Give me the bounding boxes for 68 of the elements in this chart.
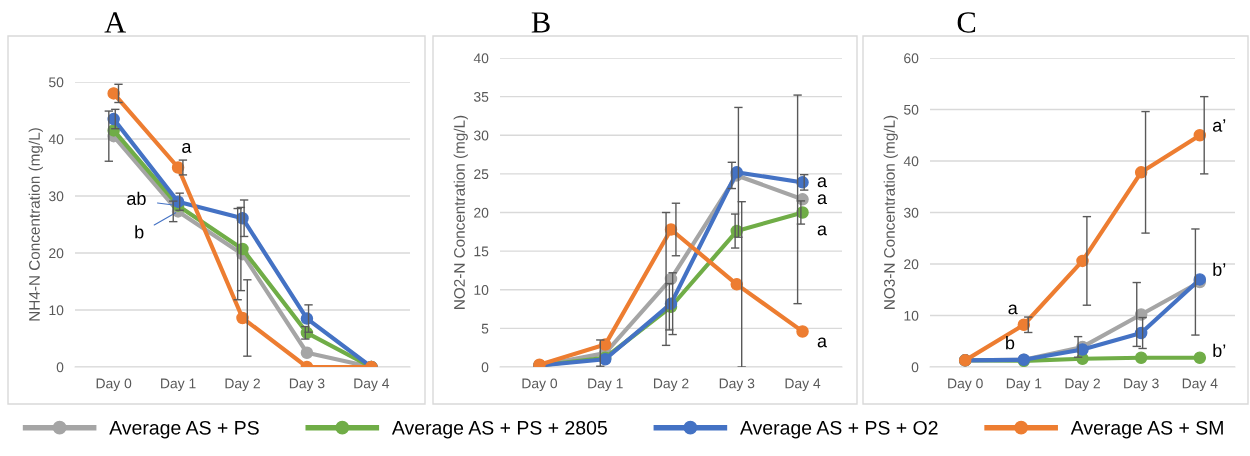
y-tick-label: 30 — [48, 191, 64, 202]
point — [300, 346, 314, 360]
y-tick-label: 25 — [474, 169, 489, 180]
y-tick-label: 0 — [481, 362, 489, 373]
legend-label: Average AS + PS — [109, 420, 259, 439]
x-tick-label: Day 3 — [719, 378, 755, 392]
y-axis-title: NO2-N Concentration (mg/L) — [453, 115, 468, 309]
x-tick-label: Day 2 — [1065, 378, 1100, 392]
y-tick-label: 0 — [911, 362, 919, 373]
y-tick-label: 50 — [49, 77, 64, 88]
point — [236, 311, 249, 325]
annotation: a — [182, 143, 192, 153]
y-tick-label: 10 — [904, 310, 919, 321]
y-axis-title: NO3-N Concentration (mg/L) — [883, 115, 898, 309]
annotation: a — [817, 177, 827, 188]
x-tick-label: Day 3 — [289, 378, 325, 392]
x-tick-label: Day 3 — [1124, 378, 1159, 392]
x-tick-label: Day 1 — [1006, 378, 1042, 392]
annotation: b — [135, 225, 144, 239]
annotation: ab — [127, 191, 146, 205]
y-tick-label: 40 — [903, 156, 919, 167]
chart-title: C — [957, 12, 976, 33]
annotation: b’ — [1213, 262, 1226, 276]
y-tick-label: 10 — [474, 285, 489, 295]
y-tick-label: 10 — [49, 305, 64, 316]
y-tick-label: 60 — [904, 53, 919, 64]
annotation: a — [817, 225, 827, 236]
y-tick-label: 15 — [474, 246, 489, 257]
y-tick-label: 40 — [48, 134, 64, 145]
y-tick-label: 40 — [473, 53, 489, 64]
y-tick-label: 20 — [474, 207, 489, 218]
annotation: b — [1006, 336, 1015, 350]
x-tick-label: Day 1 — [161, 378, 196, 392]
y-tick-label: 5 — [481, 323, 489, 334]
point — [730, 278, 744, 291]
point — [107, 87, 120, 100]
legend-label: Average AS + PS + O2 — [740, 420, 938, 439]
point — [1134, 166, 1148, 179]
y-tick-label: 30 — [473, 130, 489, 141]
point — [1193, 128, 1207, 142]
x-tick-label: Day 4 — [785, 378, 821, 392]
y-tick-label: 50 — [904, 104, 919, 115]
annotation: a’ — [1212, 119, 1226, 132]
y-tick-label: 20 — [49, 248, 64, 259]
x-tick-label: Day 0 — [948, 378, 983, 392]
x-tick-label: Day 0 — [96, 378, 132, 392]
x-tick-label: Day 4 — [354, 378, 390, 392]
x-tick-label: Day 0 — [522, 378, 558, 392]
annotation: a — [817, 337, 827, 348]
y-tick-label: 20 — [904, 259, 919, 270]
chart-title: B — [531, 12, 550, 33]
x-tick-label: Day 2 — [654, 378, 689, 392]
x-tick-label: Day 2 — [225, 378, 260, 392]
legend-label: Average AS + SM — [1070, 420, 1223, 439]
x-tick-label: Day 1 — [588, 378, 623, 392]
y-axis-title: NH4-N Concentration (mg/L) — [28, 128, 43, 321]
point — [1134, 351, 1148, 364]
chart-title: A — [104, 12, 127, 33]
annotation: a — [817, 194, 827, 205]
legend-label: Average AS + PS + 2805 — [391, 420, 607, 439]
annotation: a — [1008, 304, 1018, 315]
y-tick-label: 0 — [56, 362, 64, 373]
x-tick-label: Day 4 — [1182, 378, 1218, 392]
annotation: b’ — [1213, 343, 1226, 358]
y-tick-label: 30 — [903, 207, 919, 218]
point — [796, 325, 809, 338]
point — [1193, 351, 1207, 364]
y-tick-label: 35 — [473, 91, 489, 102]
